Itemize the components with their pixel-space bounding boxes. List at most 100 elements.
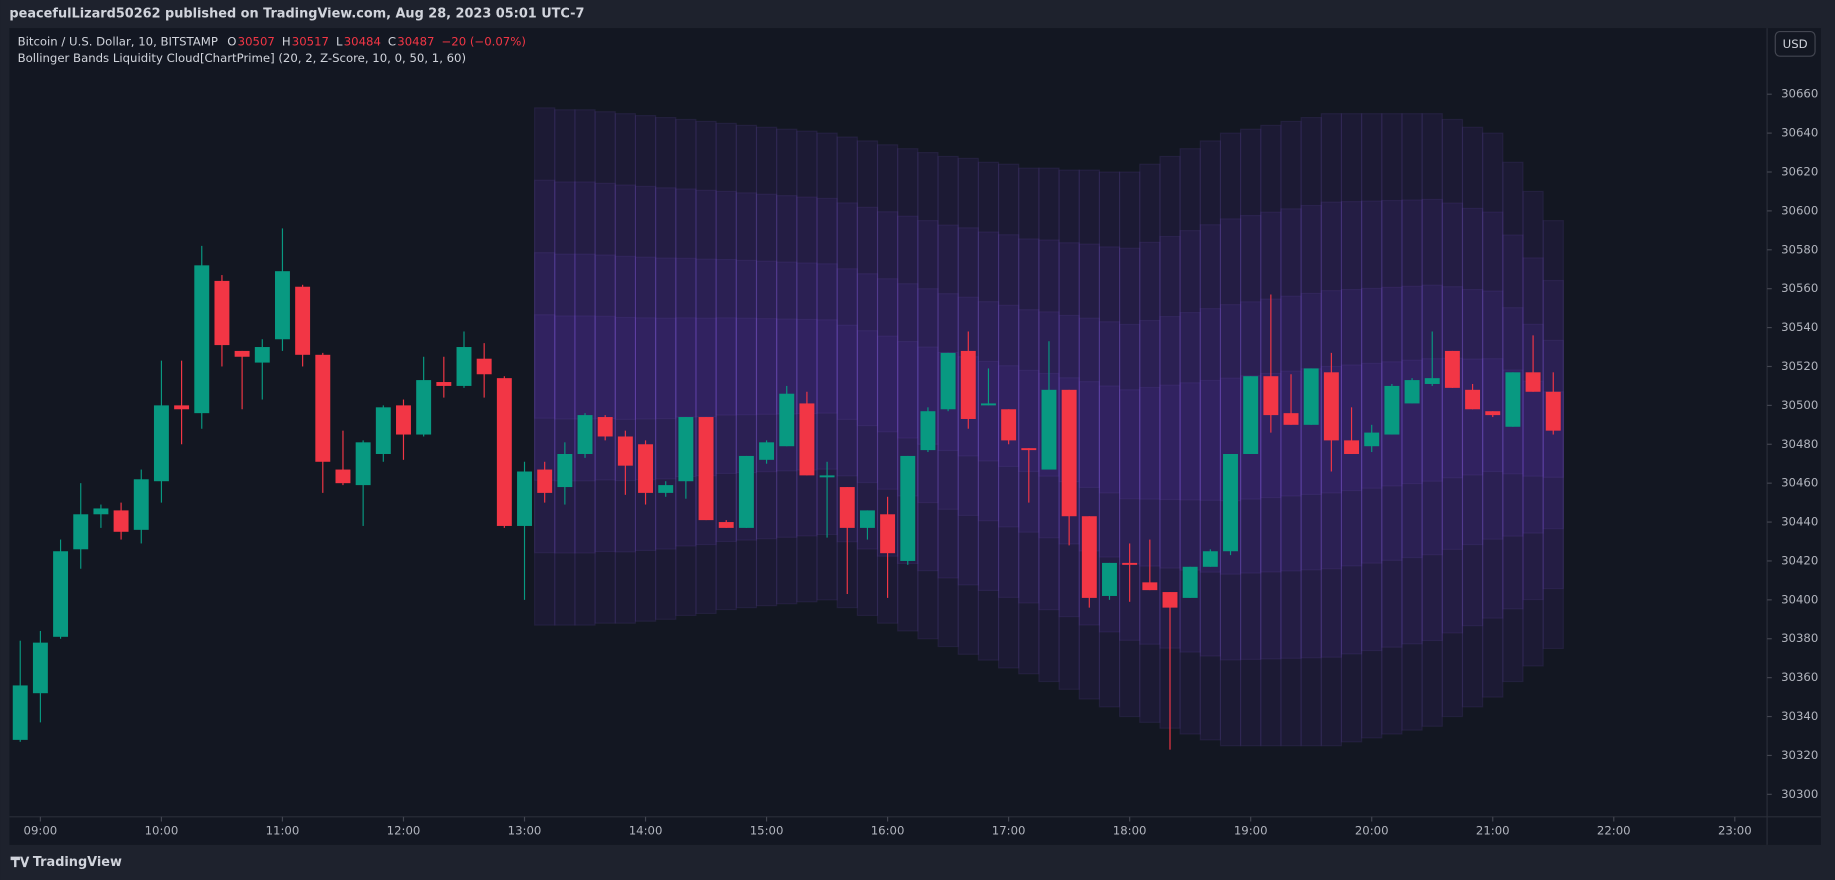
ohlc-value: 30484 <box>344 35 381 49</box>
currency-label: USD <box>1783 37 1808 51</box>
liquidity-cloud <box>1219 132 1242 747</box>
y-tick-label: 30360 <box>1781 670 1818 684</box>
candle-body <box>375 407 391 454</box>
candle-body <box>1243 376 1259 454</box>
liquidity-cloud <box>755 260 778 473</box>
liquidity-cloud <box>1159 384 1181 501</box>
x-tick-label: 18:00 <box>1113 823 1147 837</box>
liquidity-cloud <box>1078 381 1100 489</box>
candle-body <box>355 442 371 486</box>
liquidity-cloud <box>776 195 798 538</box>
liquidity-cloud <box>876 144 899 624</box>
liquidity-cloud <box>977 360 1000 462</box>
chart-pane <box>9 28 1821 845</box>
x-tick-label: 23:00 <box>1718 823 1752 837</box>
liquidity-cloud <box>1280 370 1302 497</box>
liquidity-cloud <box>1421 113 1443 727</box>
liquidity-cloud <box>1300 116 1322 747</box>
candle-body <box>1545 391 1561 431</box>
liquidity-cloud <box>1118 247 1141 641</box>
liquidity-cloud <box>574 109 596 626</box>
publish-title: peacefulLizard50262 published on Trading… <box>9 7 584 22</box>
x-tick-label: 13:00 <box>508 823 542 837</box>
liquidity-cloud <box>1461 126 1484 708</box>
plot: 30300 30320 30340 30360 30380 30400 30420 30440… <box>12 87 1818 837</box>
liquidity-cloud <box>1159 315 1181 569</box>
candle-body <box>113 510 129 532</box>
candle-body <box>1404 380 1420 404</box>
candle-body <box>1364 432 1380 447</box>
liquidity-cloud <box>836 268 858 477</box>
liquidity-cloud <box>655 257 677 480</box>
liquidity-cloud <box>1018 309 1040 533</box>
liquidity-cloud <box>876 278 899 490</box>
y-tick-label: 30640 <box>1781 126 1818 140</box>
candle-body <box>1344 440 1360 454</box>
liquidity-cloud <box>1018 167 1040 675</box>
y-tick-label: 30380 <box>1781 631 1818 645</box>
candle-body <box>839 487 855 528</box>
ohlc-label: H <box>282 35 291 49</box>
liquidity-cloud <box>1421 198 1443 642</box>
liquidity-cloud <box>1522 257 1544 601</box>
brand: TradingView <box>33 855 122 870</box>
x-tick-label: 14:00 <box>629 823 663 837</box>
liquidity-cloud <box>1441 118 1464 718</box>
candle-body <box>980 403 996 406</box>
candle-body <box>295 286 311 355</box>
candle-body <box>759 442 775 460</box>
ohlc-label: L <box>336 35 343 49</box>
liquidity-cloud <box>796 130 818 603</box>
x-tick-label: 20:00 <box>1355 823 1389 837</box>
x-tick-label: 15:00 <box>750 823 784 837</box>
liquidity-cloud <box>614 113 637 624</box>
liquidity-cloud <box>655 116 677 620</box>
candle-body <box>1142 582 1158 591</box>
candle-body <box>900 455 916 561</box>
y-tick-label: 30620 <box>1781 164 1818 178</box>
candle-body <box>496 378 512 526</box>
liquidity-cloud <box>1401 285 1423 559</box>
candle-body <box>234 350 250 357</box>
liquidity-cloud <box>534 314 556 419</box>
liquidity-cloud <box>614 316 637 420</box>
logo-icon <box>10 856 30 868</box>
liquidity-cloud <box>574 181 596 554</box>
liquidity-cloud <box>856 330 879 427</box>
candle-body <box>274 271 290 340</box>
liquidity-cloud <box>856 140 879 616</box>
liquidity-cloud <box>1199 224 1222 657</box>
liquidity-cloud <box>715 258 737 475</box>
candle-body <box>12 685 28 740</box>
liquidity-cloud <box>1018 238 1040 604</box>
liquidity-cloud <box>977 301 1000 522</box>
candle-body <box>53 551 69 637</box>
candle-body <box>315 354 331 462</box>
candle-body <box>133 479 149 530</box>
currency-button[interactable] <box>1774 31 1816 57</box>
candle-body <box>1001 409 1017 441</box>
liquidity-cloud <box>1401 113 1423 731</box>
ohlc-label: C <box>388 35 396 49</box>
candle-body <box>1525 372 1541 392</box>
liquidity-cloud <box>917 220 939 572</box>
x-tick-label: 17:00 <box>992 823 1026 837</box>
candle-body <box>940 352 956 410</box>
candle-body <box>194 265 210 414</box>
y-tick-label: 30600 <box>1781 203 1818 217</box>
y-tick-label: 30300 <box>1781 787 1818 801</box>
legend: Bitcoin / U.S. Dollar, 10, BITSTAMP Boll… <box>18 35 526 65</box>
candle-body <box>617 436 633 466</box>
candle-body <box>1081 516 1097 598</box>
ohlc-value: 30517 <box>292 35 329 49</box>
liquidity-cloud <box>655 317 677 420</box>
liquidity-cloud <box>755 318 778 415</box>
candle-body <box>456 347 472 386</box>
candle-body <box>920 411 936 451</box>
liquidity-cloud <box>675 118 697 616</box>
liquidity-cloud <box>1280 208 1302 659</box>
candle-body <box>1465 389 1481 410</box>
y-tick-label: 30560 <box>1781 281 1818 295</box>
y-tick-label: 30400 <box>1781 592 1818 606</box>
